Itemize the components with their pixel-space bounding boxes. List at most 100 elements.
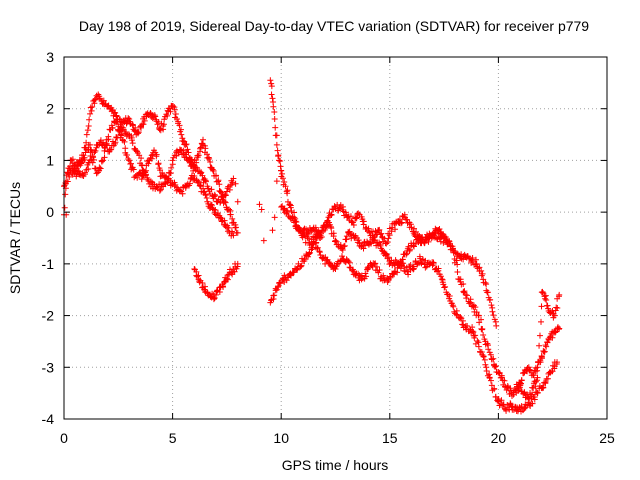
data-point bbox=[339, 247, 346, 254]
x-axis: 0 5 10 15 20 25 bbox=[60, 57, 615, 446]
data-point bbox=[535, 358, 542, 365]
data-point bbox=[540, 290, 547, 297]
data-point bbox=[317, 251, 324, 258]
data-point bbox=[277, 280, 284, 287]
data-point bbox=[109, 125, 116, 132]
data-point bbox=[356, 277, 363, 284]
data-point bbox=[184, 146, 191, 153]
data-point bbox=[208, 202, 215, 209]
data-point bbox=[87, 104, 94, 111]
data-point bbox=[478, 316, 485, 323]
data-point bbox=[426, 235, 433, 242]
data-point bbox=[260, 237, 267, 244]
data-point bbox=[530, 372, 537, 379]
data-point bbox=[161, 116, 168, 123]
data-point bbox=[96, 93, 103, 100]
data-point bbox=[552, 329, 559, 336]
data-point bbox=[210, 167, 217, 174]
data-point bbox=[222, 199, 229, 206]
data-point bbox=[448, 300, 455, 307]
data-point bbox=[207, 201, 214, 208]
data-point bbox=[208, 186, 215, 193]
data-point bbox=[343, 256, 350, 263]
data-point bbox=[145, 160, 152, 167]
data-point bbox=[143, 167, 150, 174]
data-point bbox=[171, 106, 178, 113]
chart-title: Day 198 of 2019, Sidereal Day-to-day VTE… bbox=[79, 18, 589, 34]
data-point bbox=[280, 181, 287, 188]
data-point bbox=[460, 281, 467, 288]
data-point bbox=[229, 179, 236, 186]
data-point bbox=[490, 355, 497, 362]
x-tick-label: 15 bbox=[382, 430, 398, 446]
data-point bbox=[62, 191, 69, 198]
data-point bbox=[279, 175, 286, 182]
data-point bbox=[284, 198, 291, 205]
data-point bbox=[274, 147, 281, 154]
data-point bbox=[160, 122, 167, 129]
data-point bbox=[134, 174, 141, 181]
data-point bbox=[461, 288, 468, 295]
data-point bbox=[125, 156, 132, 163]
data-point bbox=[298, 262, 305, 269]
data-point bbox=[313, 239, 320, 246]
data-point bbox=[194, 273, 201, 280]
data-point bbox=[446, 240, 453, 247]
data-point bbox=[394, 264, 401, 271]
data-point bbox=[529, 400, 536, 407]
data-point bbox=[529, 384, 536, 391]
data-point bbox=[206, 155, 213, 162]
data-point bbox=[157, 186, 164, 193]
data-point bbox=[258, 206, 265, 213]
data-point bbox=[407, 262, 414, 269]
data-point bbox=[216, 288, 223, 295]
data-point bbox=[310, 241, 317, 248]
data-point bbox=[472, 332, 479, 339]
data-point bbox=[185, 149, 192, 156]
data-point bbox=[466, 255, 473, 262]
data-point bbox=[375, 269, 382, 276]
data-point bbox=[472, 340, 479, 347]
data-point bbox=[277, 158, 284, 165]
data-point bbox=[214, 210, 221, 217]
data-point bbox=[552, 328, 559, 335]
data-point bbox=[92, 147, 99, 154]
data-point bbox=[283, 207, 290, 214]
data-point bbox=[273, 132, 280, 139]
data-point bbox=[281, 179, 288, 186]
data-point bbox=[365, 225, 372, 232]
data-point bbox=[200, 136, 207, 143]
data-point bbox=[204, 151, 211, 158]
data-point bbox=[141, 117, 148, 124]
data-point bbox=[270, 296, 277, 303]
data-point bbox=[153, 153, 160, 160]
data-point bbox=[269, 95, 276, 102]
data-point bbox=[362, 242, 369, 249]
data-point bbox=[498, 372, 505, 379]
data-point bbox=[151, 147, 158, 154]
data-point bbox=[271, 109, 278, 116]
data-point bbox=[93, 144, 100, 151]
y-tick-label: -4 bbox=[42, 411, 55, 427]
data-point bbox=[459, 317, 466, 324]
data-point bbox=[467, 296, 474, 303]
data-point bbox=[339, 253, 346, 260]
data-point bbox=[138, 176, 145, 183]
data-point bbox=[195, 272, 202, 279]
data-point bbox=[350, 222, 357, 229]
data-point bbox=[401, 267, 408, 274]
data-point bbox=[360, 221, 367, 228]
data-point bbox=[276, 157, 283, 164]
data-point bbox=[271, 292, 278, 299]
data-point bbox=[176, 188, 183, 195]
data-point bbox=[540, 384, 547, 391]
data-point bbox=[549, 334, 556, 341]
data-point bbox=[98, 158, 105, 165]
data-point bbox=[222, 192, 229, 199]
data-point bbox=[518, 377, 525, 384]
data-point bbox=[126, 116, 133, 123]
data-point bbox=[267, 77, 274, 84]
data-point bbox=[273, 178, 280, 185]
data-point bbox=[491, 386, 498, 393]
data-point bbox=[87, 110, 94, 117]
